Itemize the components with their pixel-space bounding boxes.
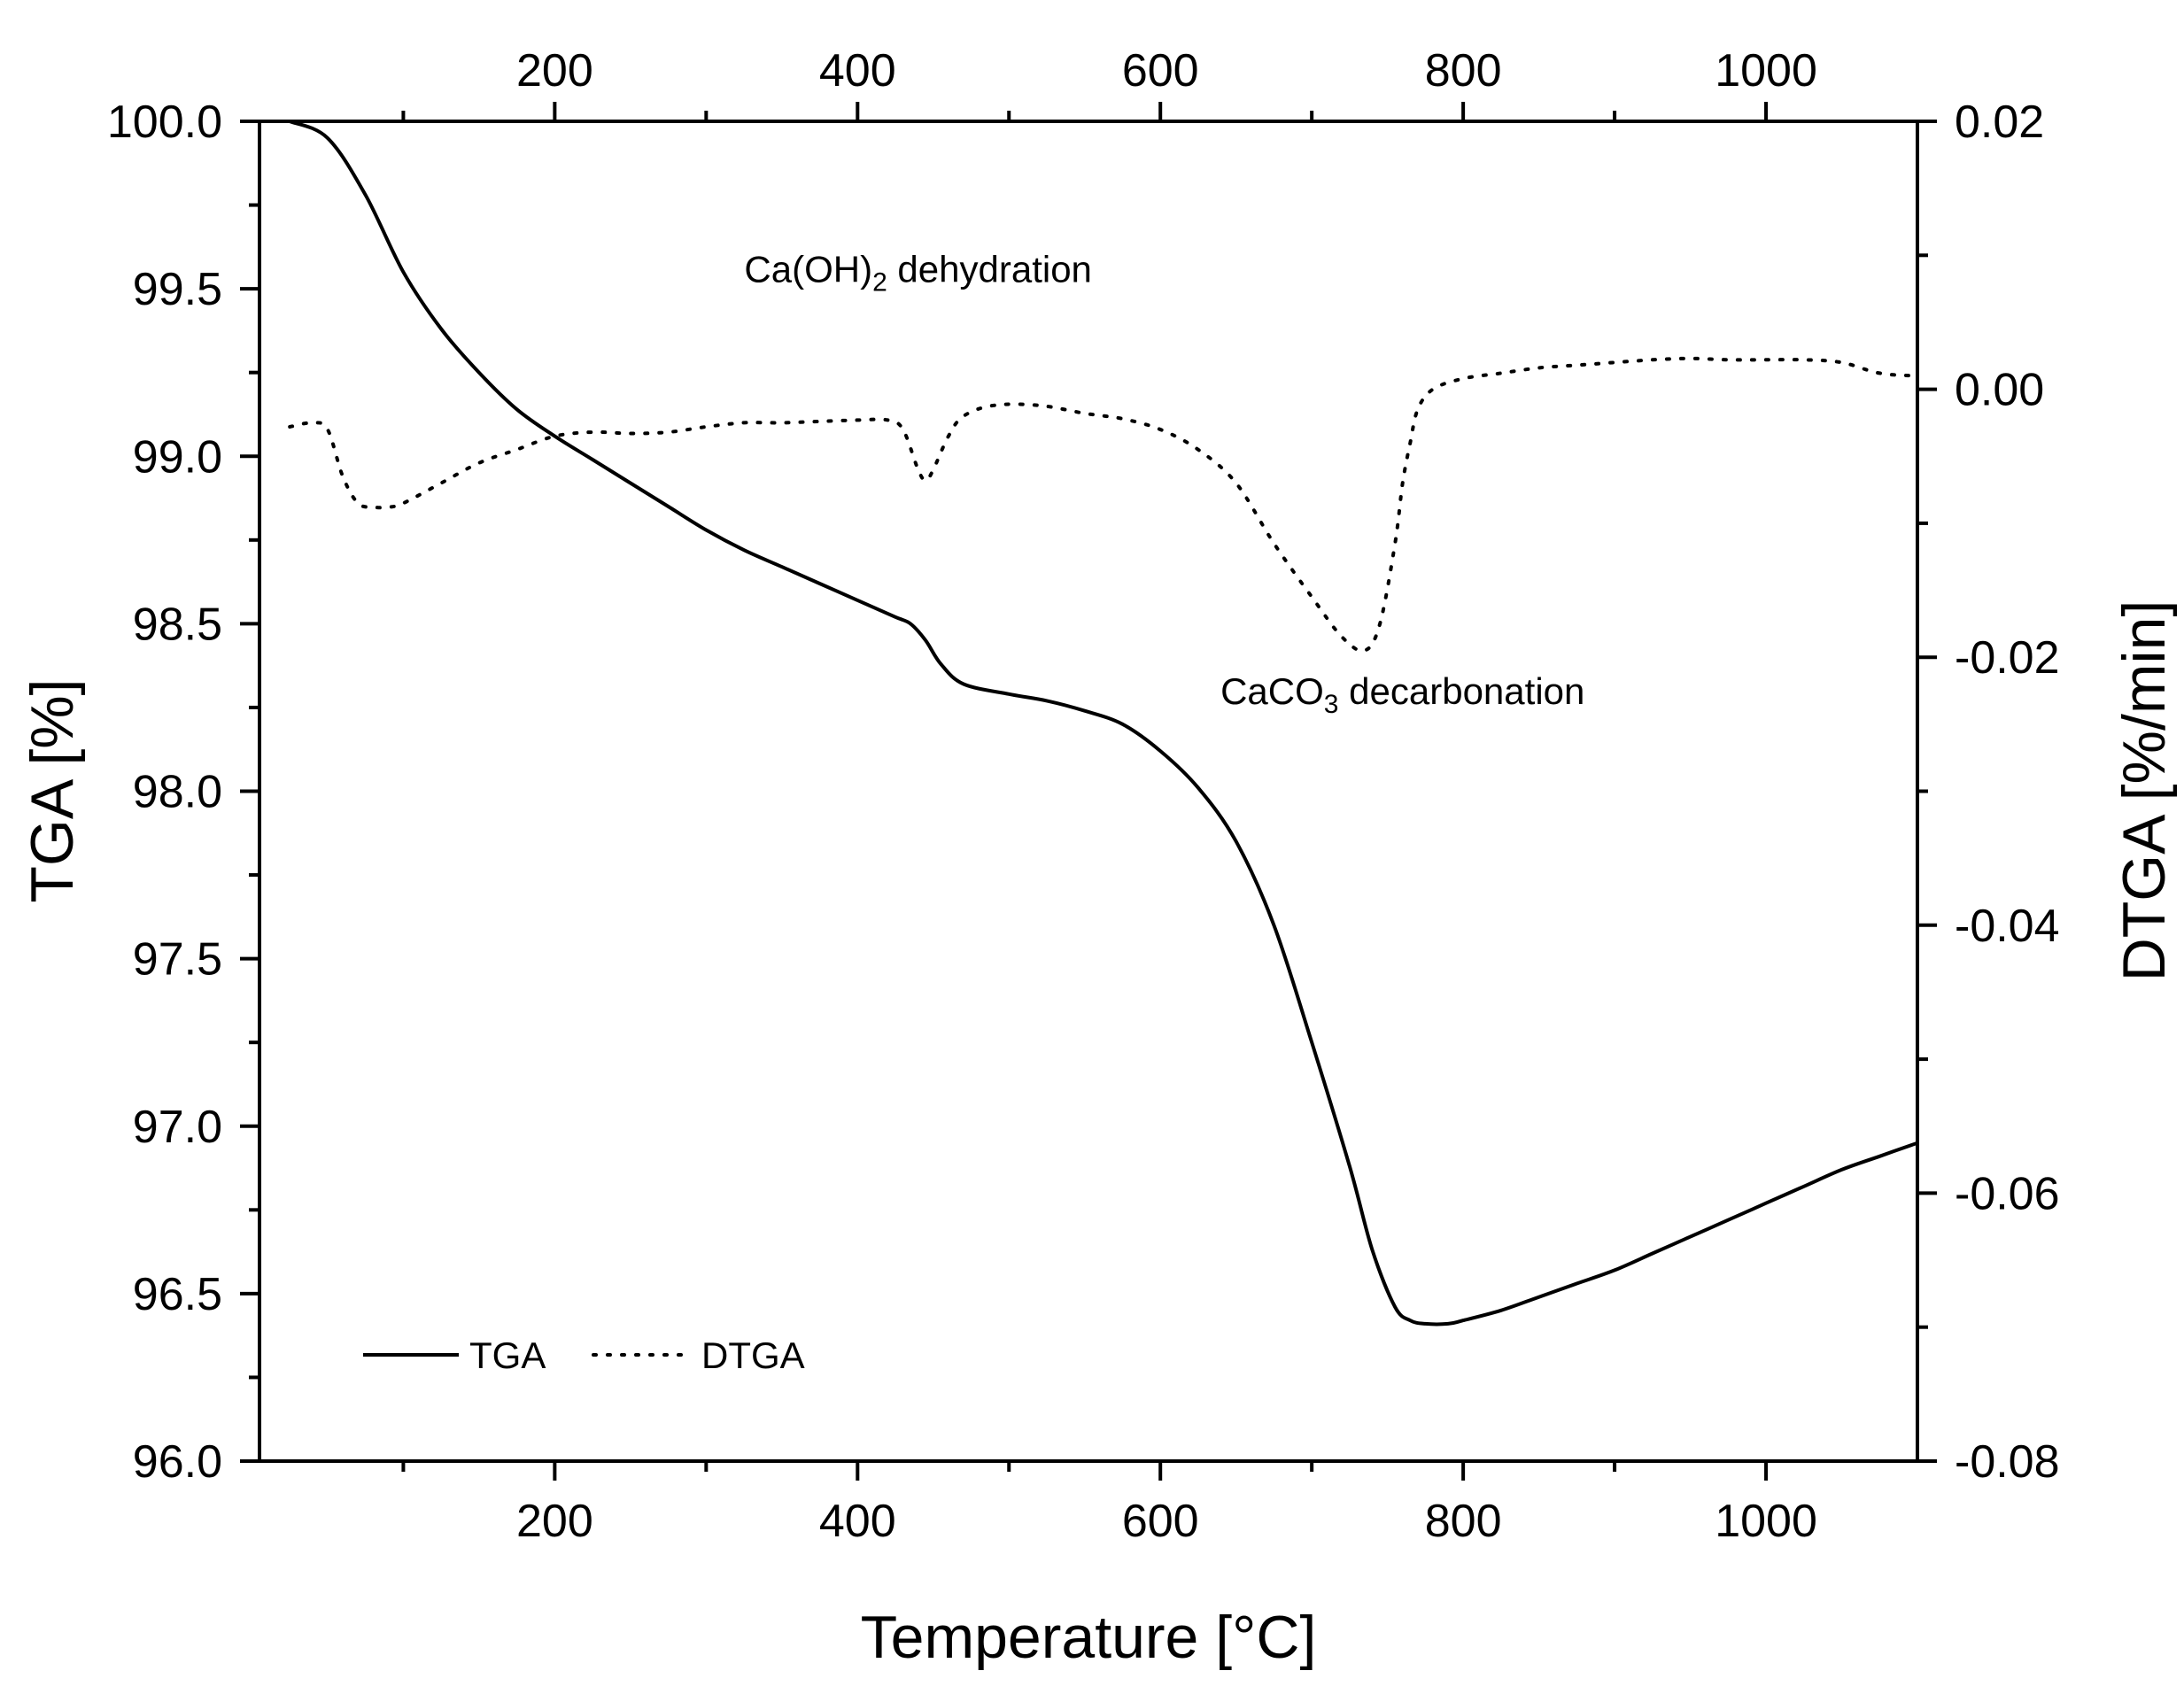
axis-ticks — [240, 102, 1937, 1481]
annotation-caoh2-main: Ca(OH) — [744, 249, 872, 290]
annotation-caco3-decarbonation: CaCO3 decarbonation — [1220, 670, 1584, 719]
x-bottom-tick-label: 1000 — [1715, 1496, 1817, 1547]
x-top-tick-label: 200 — [516, 45, 593, 97]
annotation-caco3-main: CaCO — [1220, 670, 1324, 712]
y-right-tick-label: 0.00 — [1955, 365, 2044, 416]
y-left-tick-label: 99.0 — [133, 431, 222, 483]
y-left-tick-label: 100.0 — [107, 97, 222, 148]
y-right-tick-label: -0.02 — [1955, 632, 2060, 684]
annotation-caco3-subscript: 3 — [1324, 690, 1339, 719]
x-top-tick-label: 600 — [1122, 45, 1199, 97]
annotation-caoh2-dehydration: Ca(OH)2 dehydration — [744, 249, 1092, 298]
x-bottom-tick-label: 600 — [1122, 1496, 1199, 1547]
y-right-tick-label: -0.06 — [1955, 1168, 2060, 1219]
x-top-tick-label: 400 — [819, 45, 896, 97]
y-right-tick-label: -0.08 — [1955, 1436, 2060, 1488]
axis-tick-labels: 200 200 400 400 600 600 800 800 1000 1000 96.0 96.5… — [107, 45, 2060, 1547]
x-top-tick-label: 800 — [1425, 45, 1502, 97]
annotation-caoh2-rest: dehydration — [887, 249, 1092, 290]
right-y-axis-title: DTGA [%/min] — [2110, 600, 2178, 982]
y-left-tick-label: 96.5 — [133, 1269, 222, 1320]
y-left-tick-label: 96.0 — [133, 1436, 222, 1488]
y-left-tick-label: 97.5 — [133, 934, 222, 986]
plot-frame — [258, 120, 1919, 1463]
y-right-tick-label: 0.02 — [1955, 97, 2044, 148]
legend-tga-label: TGA — [469, 1334, 546, 1376]
legend-dtga-label: DTGA — [701, 1334, 805, 1376]
x-bottom-tick-label: 400 — [819, 1496, 896, 1547]
y-left-tick-label: 98.5 — [133, 599, 222, 650]
series-layer — [288, 120, 1919, 1327]
annotation-caco3-rest: decarbonation — [1338, 670, 1584, 712]
y-left-tick-label: 99.5 — [133, 264, 222, 315]
y-left-tick-label: 97.0 — [133, 1102, 222, 1153]
y-left-tick-label: 98.0 — [133, 767, 222, 818]
series-dtga-line — [288, 356, 1919, 654]
y-right-tick-label: -0.04 — [1955, 901, 2060, 952]
annotation-caoh2-subscript: 2 — [872, 268, 887, 298]
x-bottom-tick-label: 800 — [1425, 1496, 1502, 1547]
x-top-tick-label: 1000 — [1715, 45, 1817, 97]
series-tga-line — [289, 120, 1918, 1327]
x-axis-title: Temperature [°C] — [861, 1604, 1317, 1671]
x-bottom-tick-label: 200 — [516, 1496, 593, 1547]
legend: TGA DTGA — [363, 1334, 805, 1376]
left-y-axis-title: TGA [%] — [19, 678, 86, 902]
